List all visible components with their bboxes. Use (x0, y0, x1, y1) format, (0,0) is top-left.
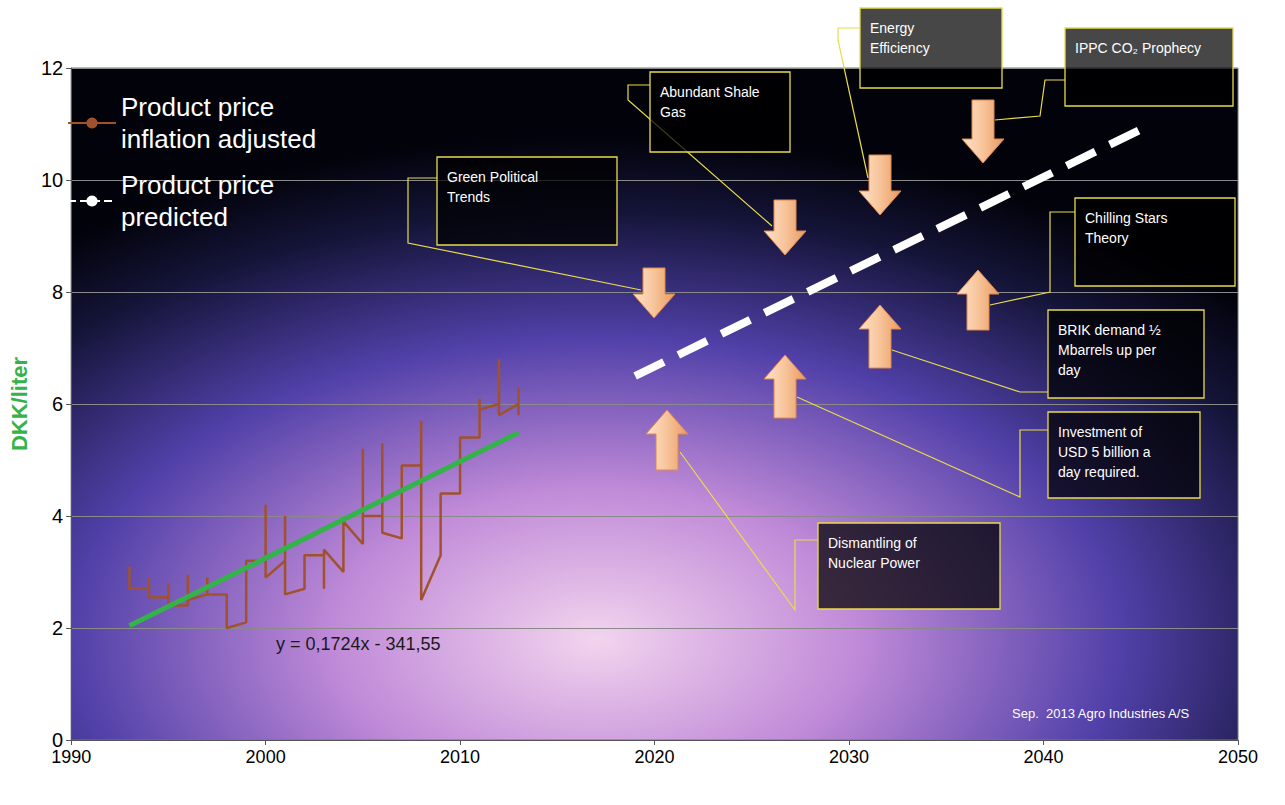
svg-text:Green Political: Green Political (447, 169, 542, 185)
svg-text:12: 12 (41, 57, 63, 79)
svg-text:Sep. 2013 Agro Industries A/S: Sep. 2013 Agro Industries A/S (1012, 706, 1189, 721)
svg-text:USD 5 billion a: USD 5 billion a (1058, 444, 1155, 460)
svg-text:Theory: Theory (1085, 230, 1129, 246)
svg-text:Product price: Product price (121, 170, 281, 200)
svg-text:BRIK demand ½: BRIK demand ½ (1058, 322, 1165, 338)
svg-text:1990: 1990 (51, 747, 91, 767)
svg-text:day: day (1058, 362, 1081, 378)
svg-text:Efficiency: Efficiency (870, 40, 930, 56)
svg-text:Energy: Energy (870, 20, 918, 36)
svg-text:0: 0 (52, 729, 64, 751)
svg-text:2020: 2020 (635, 747, 675, 767)
svg-text:2050: 2050 (1218, 747, 1258, 767)
svg-text:predicted: predicted (121, 202, 228, 232)
svg-text:2: 2 (52, 617, 63, 639)
svg-text:2030: 2030 (829, 747, 869, 767)
svg-text:Dismantling of: Dismantling of (828, 535, 921, 551)
svg-text:2040: 2040 (1024, 747, 1064, 767)
svg-text:Gas: Gas (660, 104, 686, 120)
svg-text:Trends: Trends (447, 189, 490, 205)
svg-text:Nuclear Power: Nuclear Power (828, 555, 920, 571)
svg-text:IPPC CO₂ Prophecy: IPPC CO₂ Prophecy (1075, 40, 1201, 56)
svg-text:day required.: day required. (1058, 464, 1140, 480)
svg-text:Investment of: Investment of (1058, 424, 1146, 440)
svg-text:Mbarrels up per: Mbarrels up per (1058, 342, 1160, 358)
svg-text:Chilling Stars: Chilling Stars (1085, 210, 1171, 226)
svg-text:6: 6 (52, 393, 63, 415)
svg-text:8: 8 (52, 281, 63, 303)
svg-text:DKK/liter: DKK/liter (7, 357, 32, 452)
svg-text:Product price: Product price (121, 92, 281, 122)
svg-text:2000: 2000 (246, 747, 286, 767)
svg-text:2010: 2010 (440, 747, 480, 767)
svg-text:y = 0,1724x - 341,55: y = 0,1724x - 341,55 (276, 634, 441, 654)
svg-text:10: 10 (41, 169, 63, 191)
svg-text:inflation adjusted: inflation adjusted (121, 124, 316, 154)
svg-text:4: 4 (52, 505, 63, 527)
svg-text:Abundant Shale: Abundant Shale (660, 84, 764, 100)
